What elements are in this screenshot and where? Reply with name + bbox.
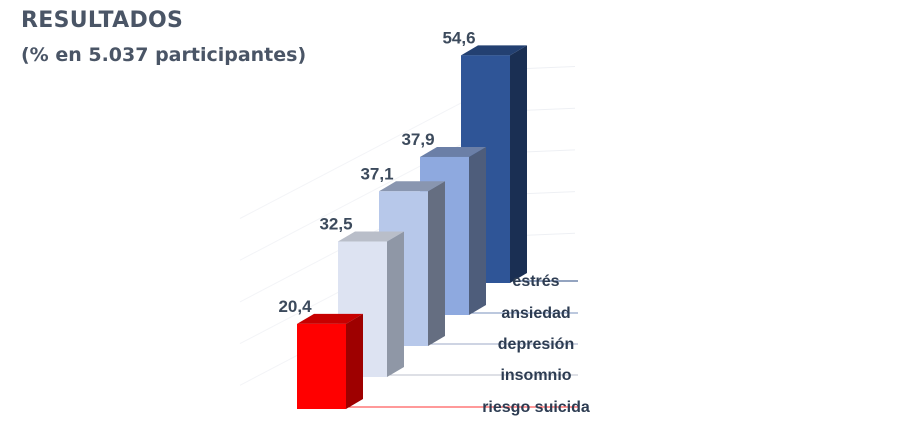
category-label: riesgo suicida (482, 399, 590, 416)
bar-top-face (297, 313, 363, 324)
gridline (526, 107, 576, 111)
value-label: 32,5 (319, 214, 352, 233)
bar-side-face (510, 45, 527, 284)
bar-riesgo-suicida: 20,4 riesgo suicida (278, 297, 589, 416)
bar-side-face (387, 231, 404, 377)
chart-title: RESULTADOS (21, 8, 184, 33)
value-label: 20,4 (278, 297, 312, 316)
bar-top-face (379, 181, 445, 192)
value-label: 37,9 (401, 130, 434, 149)
category-label: estrés (512, 273, 559, 290)
value-label: 37,1 (360, 164, 393, 183)
category-label: ansiedad (501, 305, 570, 322)
gridline (526, 149, 576, 153)
category-label: depresión (498, 336, 574, 353)
bar-estrés: 54,6 estrés (442, 28, 578, 290)
gridline (526, 232, 576, 236)
value-label: 54,6 (442, 28, 475, 47)
bar-side-face (346, 313, 363, 409)
bar-side-face (469, 146, 486, 315)
bar-top-face (338, 231, 404, 242)
category-label: insomnio (500, 367, 571, 384)
bar-front-face (297, 323, 346, 409)
bar-side-face (428, 181, 445, 346)
bar-top-face (461, 45, 527, 56)
gridline (526, 66, 576, 69)
bar-top-face (420, 146, 486, 157)
gridline (526, 191, 576, 195)
chart-subtitle: (% en 5.037 participantes) (21, 44, 307, 66)
